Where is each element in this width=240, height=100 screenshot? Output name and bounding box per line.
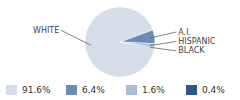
html-text:0.4%: 0.4%: [202, 85, 225, 95]
html-text:6.4%: 6.4%: [82, 85, 105, 95]
html-text:91.6%: 91.6%: [22, 85, 51, 95]
svg-text:WHITE: WHITE: [33, 26, 59, 35]
svg-text:BLACK: BLACK: [178, 46, 205, 55]
svg-text:A.I.: A.I.: [178, 28, 191, 37]
html-text:1.6%: 1.6%: [142, 85, 165, 95]
svg-text:HISPANIC: HISPANIC: [178, 37, 216, 46]
